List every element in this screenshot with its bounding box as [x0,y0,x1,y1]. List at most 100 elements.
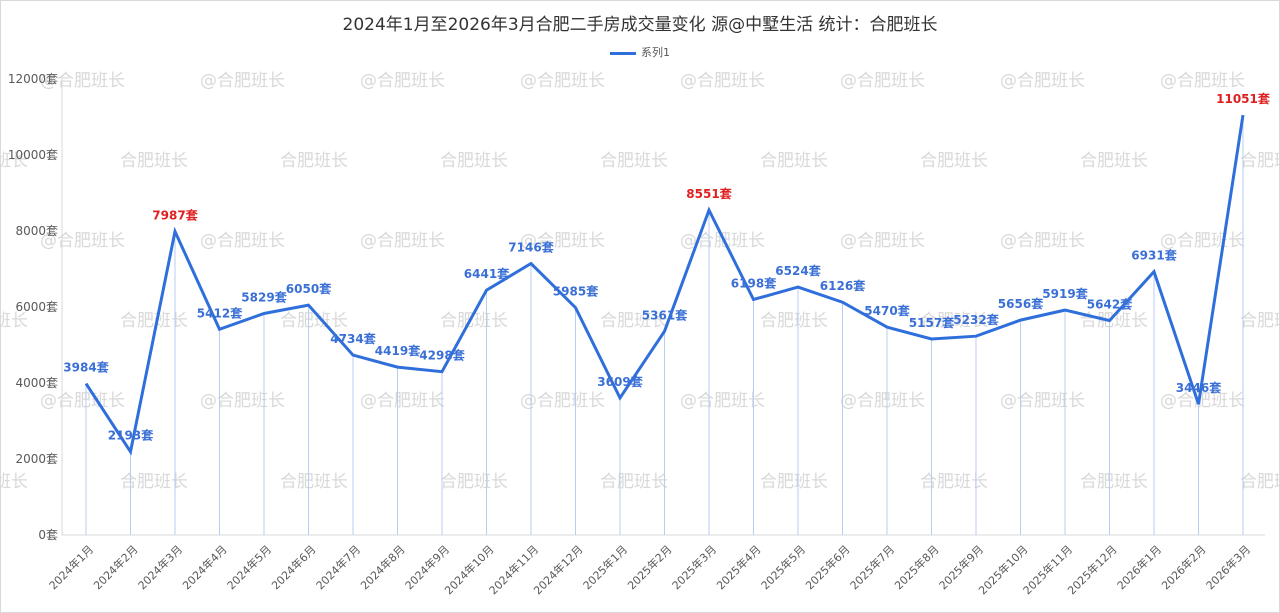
y-tick-label: 6000套 [15,300,58,314]
x-tick-label: 2024年3月 [135,542,185,592]
data-label: 7987套 [152,207,198,222]
watermark-text: 合肥班长 [1080,311,1148,331]
legend-label: 系列1 [641,46,670,59]
watermark-text: 合肥班长 [600,311,668,331]
watermark-text: 合肥班长 [120,151,188,171]
watermark-text: 合肥班长 [760,311,828,331]
watermark-text: 合肥班长 [440,151,508,171]
watermark-text: @合肥班长 [200,71,285,91]
watermark-text: 合肥班长 [0,472,28,492]
watermark-text: 合肥班长 [280,151,348,171]
data-label: 2193套 [108,428,154,443]
watermark-text: 合肥班长 [600,151,668,171]
data-label: 5985套 [553,284,599,299]
watermark-text: @合肥班长 [200,391,285,411]
x-tick-label: 2025年7月 [847,542,897,592]
watermark-text: 合肥班长 [1240,472,1280,492]
watermark-text: @合肥班长 [520,71,605,91]
x-tick-label: 2026年1月 [1114,542,1164,592]
watermark-text: 合肥班长 [920,472,988,492]
watermark-text: 合肥班长 [280,311,348,331]
data-label: 4298套 [419,348,465,363]
data-label: 6198套 [731,275,777,290]
watermark-text: @合肥班长 [840,231,925,251]
data-label: 11051套 [1216,91,1271,106]
x-tick-label: 2024年6月 [268,542,318,592]
x-tick-label: 2025年5月 [758,542,808,592]
watermark-text: @合肥班长 [1000,391,1085,411]
y-tick-label: 2000套 [15,452,58,466]
watermark-text: 合肥班长 [1240,151,1280,171]
data-label: 6050套 [286,281,332,296]
x-tick-label: 2024年7月 [313,542,363,592]
data-label: 5829套 [241,289,287,304]
watermark-text: @合肥班长 [1000,231,1085,251]
x-tick-label: 2024年2月 [90,542,140,592]
y-tick-label: 0套 [38,528,58,542]
watermark-text: @合肥班长 [680,71,765,91]
watermark-text: @合肥班长 [1160,71,1245,91]
y-tick-label: 4000套 [15,376,58,390]
watermark-text: @合肥班长 [40,391,125,411]
watermark-text: @合肥班长 [40,231,125,251]
x-tick-label: 2024年8月 [357,542,407,592]
watermark-text: @合肥班长 [360,391,445,411]
data-label: 7146套 [508,239,554,254]
watermark-text: 合肥班长 [920,311,988,331]
data-label: 5157套 [909,315,955,330]
x-tick-label: 2025年8月 [891,542,941,592]
watermark-text: 合肥班长 [1080,151,1148,171]
watermark-text: 合肥班长 [760,472,828,492]
data-label: 8551套 [686,186,732,201]
x-tick-label: 2025年1月 [580,542,630,592]
watermark-text: @合肥班长 [1000,71,1085,91]
x-tick-label: 2026年2月 [1158,542,1208,592]
data-label: 3446套 [1176,380,1222,395]
legend[interactable]: 系列1 [0,44,1280,60]
y-tick-label: 12000套 [8,72,58,86]
x-tick-label: 2025年3月 [669,542,719,592]
data-label: 5232套 [953,312,999,327]
watermark-text: @合肥班长 [360,71,445,91]
watermark-text: 合肥班长 [440,472,508,492]
data-label: 6441套 [464,266,510,281]
data-label: 4734套 [330,331,376,346]
watermark-text: 合肥班长 [0,151,28,171]
chart-title: 2024年1月至2026年3月合肥二手房成交量变化 源@中墅生活 统计：合肥班长 [342,15,938,35]
watermark-text: 合肥班长 [1240,311,1280,331]
watermark-text: 合肥班长 [0,311,28,331]
x-tick-label: 2024年1月 [46,542,96,592]
data-label: 5470套 [864,303,910,318]
x-tick-label: 2024年5月 [224,542,274,592]
x-tick-label: 2025年6月 [802,542,852,592]
watermark-text: 合肥班长 [1080,472,1148,492]
watermark-text: @合肥班长 [200,231,285,251]
data-label: 6931套 [1131,248,1177,263]
watermark-text: 合肥班长 [120,311,188,331]
watermark-text: @合肥班长 [40,71,125,91]
data-label: 5656套 [998,296,1044,311]
legend-line-icon [610,51,636,55]
x-tick-label: 2025年4月 [713,542,763,592]
watermark-text: 合肥班长 [120,472,188,492]
watermark-text: 合肥班长 [760,151,828,171]
x-tick-label: 2026年3月 [1203,542,1253,592]
watermark-text: 合肥班长 [600,472,668,492]
data-label: 4419套 [375,343,421,358]
data-label: 6126套 [820,278,866,293]
watermark-text: @合肥班长 [1160,391,1245,411]
watermark-text: @合肥班长 [520,231,605,251]
x-tick-label: 2025年2月 [624,542,674,592]
y-tick-label: 10000套 [8,148,58,162]
watermark-text: @合肥班长 [360,231,445,251]
watermark-text: 合肥班长 [280,472,348,492]
watermark-text: @合肥班长 [680,391,765,411]
y-tick-label: 8000套 [15,224,58,238]
watermark-text: @合肥班长 [680,231,765,251]
watermark-text: @合肥班长 [520,391,605,411]
watermark-text: 合肥班长 [440,311,508,331]
data-label: 5412套 [197,305,243,320]
series-line[interactable] [84,114,1245,456]
watermark-text: 合肥班长 [920,151,988,171]
